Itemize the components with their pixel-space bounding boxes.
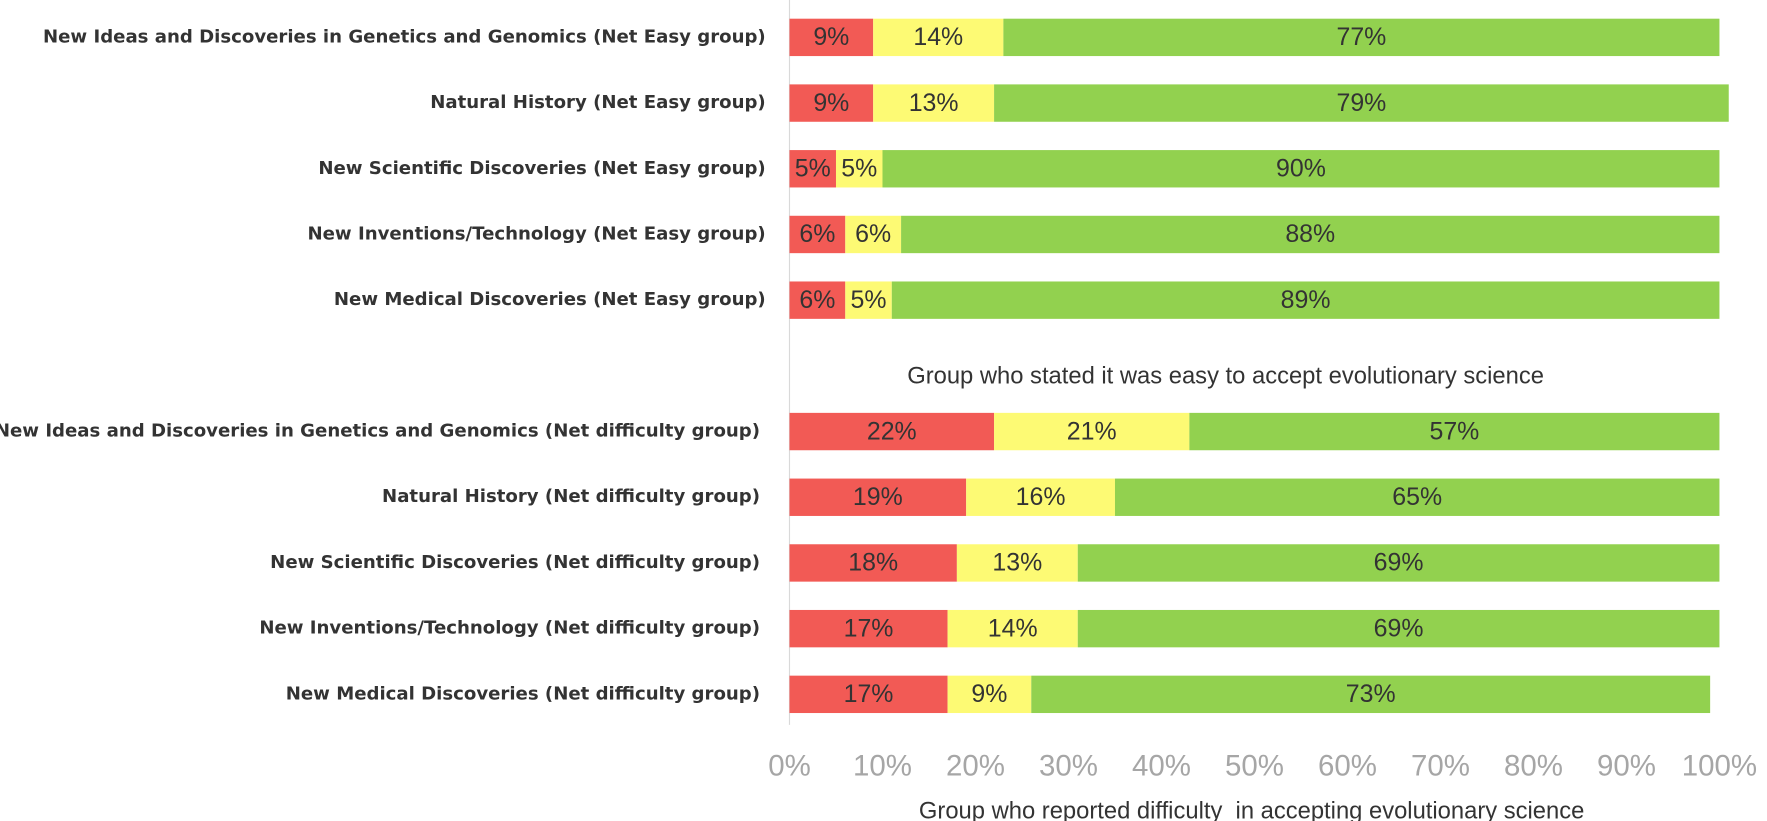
x-tick-label: 10% <box>853 750 912 783</box>
value-label: 14% <box>913 23 963 51</box>
bar-segment <box>947 609 1078 648</box>
value-label: 77% <box>1336 23 1386 51</box>
x-tick-label: 80% <box>1504 750 1563 783</box>
bar-segment <box>901 215 1720 254</box>
bar-segment <box>882 150 1720 188</box>
bar-segment <box>873 18 1004 57</box>
value-label: 73% <box>1346 680 1396 708</box>
annotation: Group who stated it was easy to accept e… <box>907 362 1544 389</box>
bar-segment <box>789 478 967 516</box>
value-label: 13% <box>909 89 959 117</box>
bar-segment <box>789 18 874 57</box>
value-label: 9% <box>971 680 1007 708</box>
bar-segment <box>966 478 1115 516</box>
value-label: 16% <box>1016 483 1066 511</box>
x-tick-label: 70% <box>1411 750 1470 783</box>
value-label: 9% <box>813 23 849 51</box>
value-label: 14% <box>988 614 1038 642</box>
x-tick-label: 90% <box>1597 750 1656 783</box>
bar-segment <box>845 215 902 254</box>
bar-segment <box>947 675 1032 714</box>
value-label: 19% <box>853 483 903 511</box>
y-tick-label: New Inventions/Technology (Net Easy grou… <box>307 223 765 244</box>
x-tick-label: 60% <box>1318 750 1377 783</box>
value-label: 22% <box>867 417 917 445</box>
value-label: 13% <box>992 549 1042 577</box>
value-label: 5% <box>795 154 831 182</box>
bar-segment <box>845 281 892 319</box>
bar-segment <box>835 150 883 188</box>
bar-segment <box>789 675 948 714</box>
x-tick-label: 30% <box>1039 750 1098 783</box>
bar-segment <box>789 281 846 319</box>
value-label: 6% <box>855 220 891 248</box>
value-label: 89% <box>1281 286 1331 314</box>
bar-segment <box>789 609 948 648</box>
value-label: 6% <box>799 286 835 314</box>
y-tick-label: New Medical Discoveries (Net Easy group) <box>334 289 766 310</box>
bar-segment <box>1077 544 1720 582</box>
value-label: 88% <box>1285 220 1335 248</box>
bar-segment <box>789 84 874 122</box>
value-label: 9% <box>813 89 849 117</box>
y-tick-label: New Ideas and Discoveries in Genetics an… <box>43 26 766 47</box>
value-label: 69% <box>1374 614 1424 642</box>
value-label: 18% <box>848 549 898 577</box>
bar-segment <box>789 544 957 582</box>
x-tick-label: 100% <box>1682 750 1757 783</box>
y-tick-label: Natural History (Net difficulty group) <box>382 486 760 507</box>
value-label: 65% <box>1392 483 1442 511</box>
x-tick-label: 0% <box>768 750 811 783</box>
value-label: 21% <box>1067 417 1117 445</box>
value-label: 17% <box>844 614 894 642</box>
bar-segment <box>789 215 846 254</box>
value-label: 6% <box>799 220 835 248</box>
value-label: 79% <box>1336 89 1386 117</box>
bar-segment <box>873 84 995 122</box>
y-tick-label: New Ideas and Discoveries in Genetics an… <box>0 421 760 442</box>
value-label: 57% <box>1429 417 1479 445</box>
bar-segment <box>789 412 995 451</box>
bar-segment <box>1003 18 1720 57</box>
y-tick-label: New Inventions/Technology (Net difficult… <box>259 618 760 639</box>
value-label: 5% <box>851 286 887 314</box>
bar-segment <box>891 281 1720 319</box>
bar-segment <box>994 412 1190 451</box>
value-label: 5% <box>841 154 877 182</box>
x-tick-label: 40% <box>1132 750 1191 783</box>
x-axis-label: Group who reported difficulty in accepti… <box>919 797 1584 821</box>
bar-segment <box>1189 412 1720 451</box>
bar-segment <box>994 84 1729 122</box>
value-label: 17% <box>844 680 894 708</box>
bar-segment <box>789 150 836 188</box>
x-tick-label: 50% <box>1225 750 1284 783</box>
y-tick-label: Natural History (Net Easy group) <box>430 92 766 113</box>
y-tick-label: New Scientific Discoveries (Net difficul… <box>270 552 760 573</box>
y-tick-label: New Medical Discoveries (Net difficulty … <box>286 683 760 704</box>
x-tick-label: 20% <box>946 750 1005 783</box>
value-label: 69% <box>1374 549 1424 577</box>
bar-segment <box>1114 478 1720 516</box>
value-label: 90% <box>1276 154 1326 182</box>
bar-segment <box>1031 675 1711 714</box>
bar-segment <box>1077 609 1720 648</box>
bar-segment <box>956 544 1078 582</box>
y-tick-label: New Scientific Discoveries (Net Easy gro… <box>318 158 765 179</box>
